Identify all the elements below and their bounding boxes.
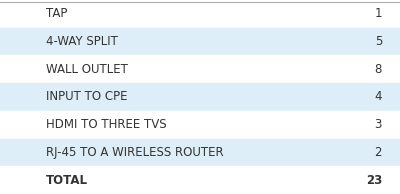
Text: 23: 23 [366, 174, 382, 187]
Bar [0, 28, 400, 55]
Bar [0, 83, 400, 111]
Text: 1: 1 [374, 7, 382, 20]
Text: 2: 2 [374, 146, 382, 159]
Text: 5: 5 [375, 35, 382, 48]
Text: HDMI TO THREE TVS: HDMI TO THREE TVS [46, 118, 167, 131]
Text: 8: 8 [375, 63, 382, 76]
Text: INPUT TO CPE: INPUT TO CPE [46, 90, 128, 104]
Text: TAP: TAP [46, 7, 67, 20]
Bar [0, 139, 400, 166]
Text: WALL OUTLET: WALL OUTLET [46, 63, 128, 76]
Text: 3: 3 [375, 118, 382, 131]
Bar [0, 55, 400, 83]
Text: RJ-45 TO A WIRELESS ROUTER: RJ-45 TO A WIRELESS ROUTER [46, 146, 224, 159]
Bar [0, 0, 400, 28]
Text: 4: 4 [374, 90, 382, 104]
Bar [0, 166, 400, 194]
Bar [0, 111, 400, 139]
Text: 4-WAY SPLIT: 4-WAY SPLIT [46, 35, 118, 48]
Text: TOTAL: TOTAL [46, 174, 88, 187]
